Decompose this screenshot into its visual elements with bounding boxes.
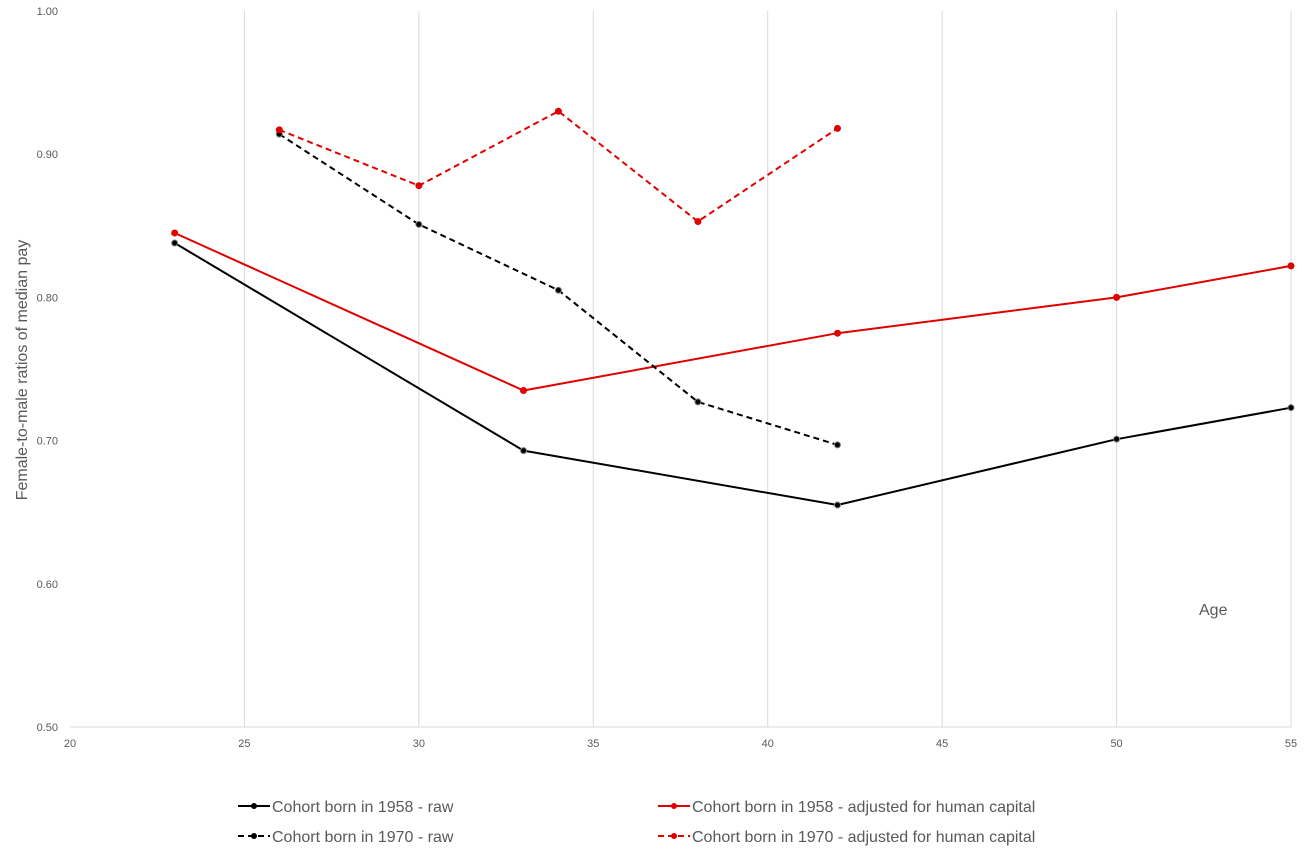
data-point [833,329,841,337]
data-point [554,286,562,294]
data-point [275,126,283,134]
legend-item-1: Cohort born in 1958 - raw [238,799,454,816]
x-tick-label: 25 [238,738,250,750]
series-group [171,107,1295,509]
y-tick-label: 0.60 [37,579,58,591]
data-point [1287,404,1295,412]
x-tick-label: 20 [64,738,76,750]
x-tick-labels: 20 25 30 35 40 45 50 55 [64,738,1297,750]
y-tick-label: 0.50 [37,722,58,734]
series-line-2 [174,232,1292,392]
data-point [694,398,702,406]
legend-swatch-marker [251,833,257,839]
y-axis-label: Female-to-male ratios of median pay [14,240,31,501]
data-point [554,107,562,115]
y-tick-label: 1.00 [37,6,58,18]
data-point [171,229,179,237]
data-point [694,218,702,226]
x-tick-label: 55 [1285,738,1297,750]
data-point [415,182,423,190]
legend-swatch-marker [251,803,257,809]
series-3 [275,130,841,449]
legend-item-3: Cohort born in 1970 - raw [238,829,454,846]
age-annotation: Age [1199,602,1228,619]
data-point [1113,293,1121,301]
y-tick-label: 0.70 [37,436,58,448]
legend-label: Cohort born in 1970 - adjusted for human… [692,829,1035,846]
data-point [171,239,179,247]
series-1 [171,239,1295,509]
legend-label: Cohort born in 1970 - raw [272,829,454,846]
series-line-4 [278,110,839,223]
x-tick-label: 45 [936,738,948,750]
y-tick-label: 0.80 [37,292,58,304]
vertical-grid [243,11,1292,727]
x-tick-label: 40 [762,738,774,750]
legend-item-2: Cohort born in 1958 - adjusted for human… [658,799,1035,816]
data-point [520,447,528,455]
legend-label: Cohort born in 1958 - adjusted for human… [692,799,1035,816]
data-point [833,441,841,449]
legend-swatch-marker [671,803,677,809]
x-tick-label: 35 [587,738,599,750]
data-point [1287,262,1295,270]
legend-label: Cohort born in 1958 - raw [272,799,454,816]
legend-item-4: Cohort born in 1970 - adjusted for human… [658,829,1035,846]
y-tick-labels: 0.50 0.60 0.70 0.80 0.90 1.00 [37,6,58,734]
legend-swatch-marker [671,833,677,839]
x-tick-label: 30 [413,738,425,750]
series-2 [171,229,1295,394]
data-point [415,220,423,228]
data-point [1113,435,1121,443]
data-point [833,124,841,132]
series-4 [275,107,841,226]
series-line-1 [174,242,1292,506]
x-tick-label: 50 [1110,738,1122,750]
data-point [833,501,841,509]
y-tick-label: 0.90 [37,149,58,161]
data-point [520,386,528,394]
legend: Cohort born in 1958 - raw Cohort born in … [238,799,1035,846]
